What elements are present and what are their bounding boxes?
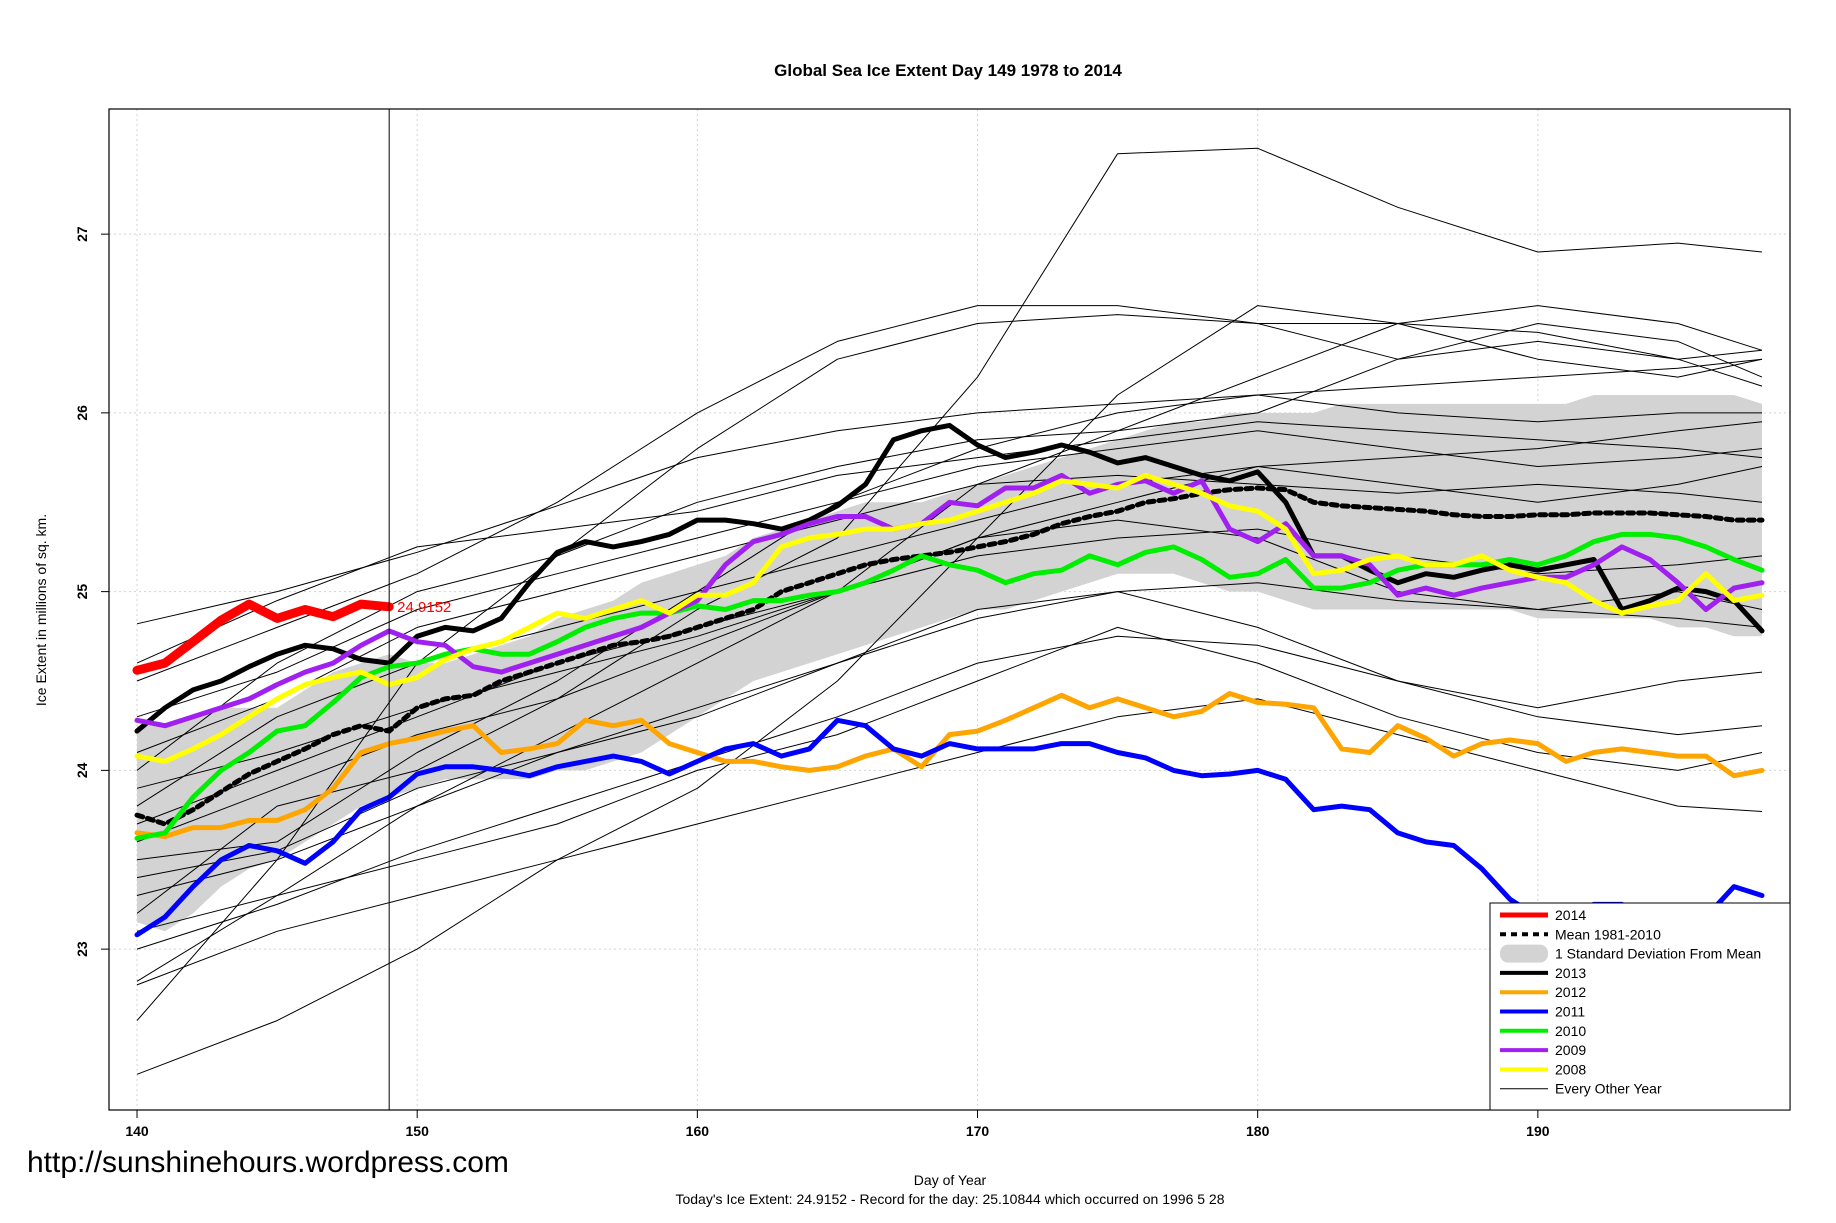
legend-box	[1489, 902, 1791, 1111]
other-year-line-8	[136, 323, 1763, 771]
legend-2010-label: 2010	[1555, 1023, 1586, 1039]
legend-2012-label: 2012	[1555, 984, 1586, 1000]
y-axis-label: Ice Extent in millions of sq. km.	[33, 514, 49, 706]
other-year-line-7	[136, 626, 1763, 932]
other-year-line-19	[136, 421, 1763, 664]
y-tick-label-26: 26	[74, 405, 90, 421]
legend-every-other-year-label: Every Other Year	[1555, 1081, 1662, 1097]
series-lines	[132, 422, 1765, 938]
chart-subtitle: Today's Ice Extent: 24.9152 - Record for…	[675, 1191, 1224, 1207]
other-year-line-6	[136, 394, 1762, 861]
x-tick-label-180: 180	[1246, 1123, 1270, 1139]
series-line-2008	[134, 472, 1765, 764]
legend-2008-label: 2008	[1555, 1061, 1586, 1077]
std-band-area	[137, 395, 1762, 932]
other-year-line-16	[136, 528, 1763, 825]
other-year-line-17	[136, 698, 1763, 986]
legend-2011-label: 2011	[1555, 1004, 1585, 1020]
y-tick-label-23: 23	[74, 941, 90, 957]
series-line-2013	[134, 422, 1765, 734]
other-year-line-13	[136, 430, 1763, 718]
other-year-line-11	[136, 305, 1763, 682]
legend-1-standard-deviation-from-mean-swatch	[1500, 944, 1548, 963]
std-band	[137, 395, 1762, 932]
x-tick-label-140: 140	[125, 1123, 149, 1139]
other-year-line-20	[136, 635, 1763, 950]
legend-2009-label: 2009	[1555, 1042, 1586, 1058]
legend-mean-1981-2010-label: Mean 1981-2010	[1555, 926, 1661, 942]
legend-2013-label: 2013	[1555, 965, 1586, 981]
current-value-label: 24.9152	[397, 599, 451, 616]
y-tick-label-24: 24	[74, 762, 90, 778]
watermark-url: http://sunshinehours.wordpress.com	[27, 1146, 509, 1179]
chart-title: Global Sea Ice Extent Day 149 1978 to 20…	[774, 61, 1122, 80]
series-line-2014	[132, 599, 394, 675]
other-year-line-14	[136, 582, 1763, 879]
x-tick-label-150: 150	[406, 1123, 430, 1139]
other-year-line-3	[136, 147, 1763, 914]
other-year-line-1	[136, 358, 1763, 625]
x-axis-label: Day of Year	[914, 1172, 987, 1188]
legend: 2014 Mean 1981-2010 1 Standard Deviation F…	[1489, 902, 1791, 1111]
other-year-line-15	[136, 474, 1763, 753]
series-line-2012	[134, 691, 1765, 839]
x-axis: 140 150 160 170 180 190	[125, 1109, 1550, 1139]
series-line-mean-1981-2010	[134, 485, 1765, 827]
other-year-line-10	[136, 591, 1763, 896]
legend-1-standard-deviation-from-mean-label: 1 Standard Deviation From Mean	[1555, 946, 1761, 962]
y-axis: 23 24 25 26 27	[74, 226, 110, 957]
y-tick-label-25: 25	[74, 584, 90, 600]
series-line-2011	[134, 717, 1765, 938]
series-line-2009	[134, 472, 1765, 729]
x-tick-label-160: 160	[686, 1123, 710, 1139]
y-tick-label-27: 27	[74, 226, 90, 242]
x-tick-label-170: 170	[966, 1123, 990, 1139]
legend-2014-label: 2014	[1555, 907, 1586, 923]
x-tick-label-190: 190	[1526, 1123, 1550, 1139]
